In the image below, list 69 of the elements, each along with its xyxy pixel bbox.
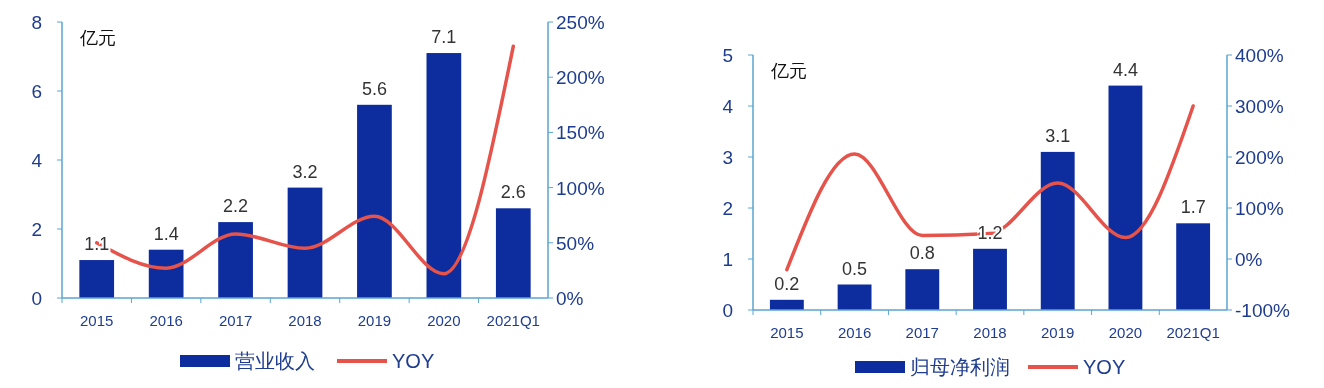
y2-tick-label: 0%	[1235, 249, 1263, 270]
y-tick-label: 6	[31, 81, 42, 102]
y-axis-title: 亿元	[79, 28, 116, 48]
y2-tick-label: 150%	[556, 122, 605, 144]
y-tick-label: 4	[31, 150, 43, 171]
y2-tick-label: 0%	[556, 288, 584, 309]
bar	[287, 187, 323, 298]
bar	[837, 284, 872, 310]
y2-tick-label: 100%	[556, 177, 605, 199]
bar	[148, 249, 184, 298]
data-label: 1.4	[153, 223, 179, 244]
y-tick-label: 5	[722, 45, 733, 66]
x-tick-label: 2020	[427, 312, 461, 329]
x-tick-label: 2019	[357, 312, 392, 329]
bar	[973, 248, 1007, 310]
data-label: 2.2	[223, 196, 249, 217]
y2-tick-label: -100%	[1235, 300, 1291, 321]
x-tick-label: 2020	[1108, 324, 1143, 341]
data-label: 7.1	[431, 27, 457, 48]
x-tick-label: 2017	[218, 312, 253, 329]
bar	[495, 208, 531, 298]
data-label: 1.1	[84, 234, 110, 255]
legend-label: YOY	[1083, 356, 1126, 378]
y2-tick-label: 250%	[556, 12, 605, 33]
y-tick-label: 1	[722, 249, 733, 270]
x-tick-label: 2021Q1	[1166, 324, 1220, 341]
x-tick-label: 2021Q1	[486, 312, 540, 329]
y-tick-label: 0	[722, 300, 733, 321]
x-tick-label: 2018	[973, 324, 1007, 341]
y2-tick-label: 100%	[1235, 198, 1284, 219]
x-tick-label: 2017	[905, 324, 939, 341]
y2-tick-label: 300%	[1235, 96, 1284, 117]
bar	[357, 104, 392, 298]
y2-tick-label: 200%	[556, 67, 605, 89]
y-tick-label: 3	[722, 147, 733, 168]
y-tick-label: 0	[31, 288, 42, 309]
data-label: 2.6	[500, 182, 526, 203]
bar	[79, 260, 115, 298]
bar	[218, 222, 253, 298]
data-label: 1.7	[1180, 197, 1206, 218]
legend-label: YOY	[392, 350, 435, 372]
data-label: 0.5	[842, 258, 868, 279]
y-tick-label: 8	[31, 12, 42, 33]
data-label: 0.8	[909, 243, 935, 264]
data-label: 3.1	[1045, 125, 1071, 146]
y2-tick-label: 200%	[1235, 147, 1284, 168]
y-tick-label: 2	[722, 198, 733, 219]
bar	[1108, 85, 1143, 310]
bar	[426, 53, 462, 298]
x-tick-label: 2015	[80, 312, 114, 329]
x-tick-label: 2018	[288, 312, 322, 329]
y-tick-label: 2	[31, 219, 42, 240]
data-label: 0.2	[774, 273, 800, 294]
legend-label: 归母净利润	[910, 356, 1010, 378]
y2-tick-label: 400%	[1235, 45, 1284, 66]
x-tick-label: 2019	[1041, 324, 1075, 341]
bar	[1040, 151, 1075, 310]
data-label: 4.4	[1112, 59, 1138, 80]
legend-label: 营业收入	[235, 350, 315, 372]
x-tick-label: 2015	[770, 324, 804, 341]
y2-tick-label: 50%	[556, 232, 595, 254]
x-tick-label: 2016	[837, 324, 872, 341]
data-label: 5.6	[361, 78, 387, 99]
bar	[905, 269, 940, 310]
data-label: 3.2	[292, 161, 318, 182]
x-tick-label: 2016	[149, 312, 183, 329]
y-axis-title: 亿元	[770, 61, 807, 81]
y-tick-label: 4	[722, 96, 734, 117]
bar	[1176, 223, 1211, 310]
